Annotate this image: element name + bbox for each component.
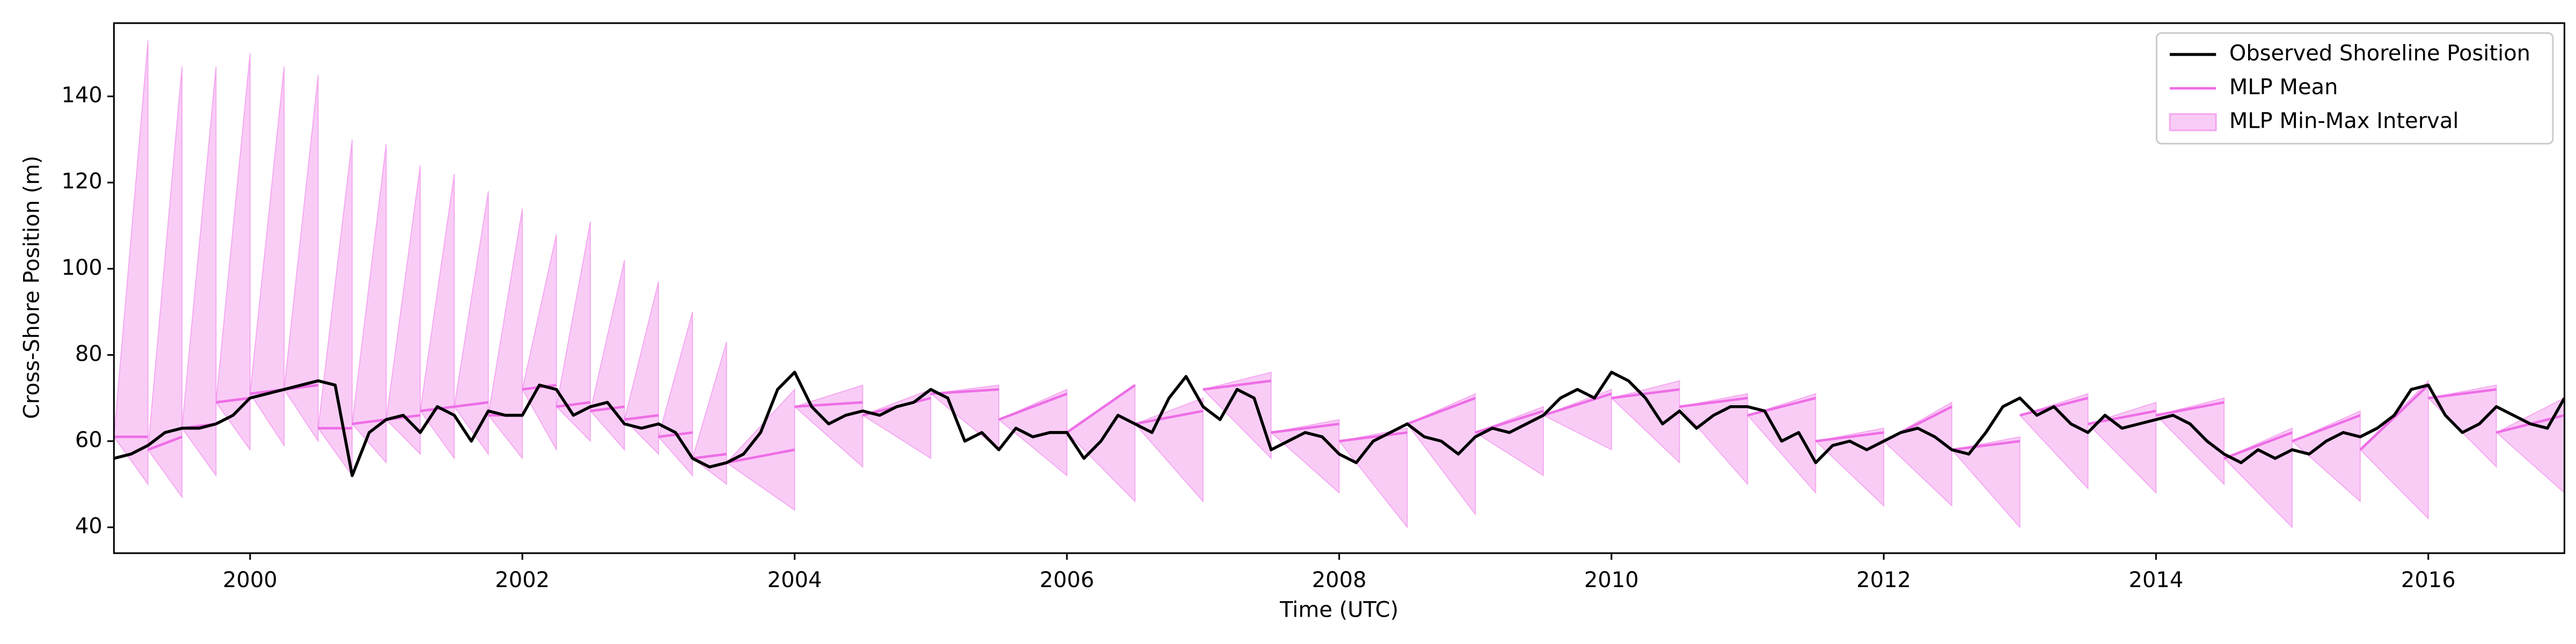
interval-band <box>522 234 557 452</box>
interval-band <box>147 66 183 499</box>
interval-band <box>1678 393 1748 486</box>
legend-swatch <box>2169 113 2217 131</box>
x-axis-label: Time (UTC) <box>1279 597 1399 622</box>
interval-band <box>1134 397 1204 503</box>
legend-box <box>2155 32 2554 145</box>
interval-band <box>1883 401 1952 507</box>
interval-band <box>861 389 932 459</box>
interval-band <box>2019 393 2089 490</box>
x-tick-label: 2004 <box>767 568 822 592</box>
x-tick-label: 2008 <box>1312 568 1366 592</box>
y-tick-label: 100 <box>61 255 102 280</box>
interval-band <box>1542 389 1612 451</box>
interval-band <box>555 221 591 443</box>
y-tick-label: 40 <box>75 514 103 539</box>
interval-band <box>1338 427 1408 529</box>
y-tick-label: 140 <box>61 83 102 108</box>
interval-band <box>181 66 217 478</box>
plot-area <box>114 40 2565 529</box>
interval-band <box>2155 397 2225 486</box>
interval-band <box>624 281 659 456</box>
interval-band <box>1406 393 1476 516</box>
interval-band <box>2495 397 2565 494</box>
x-tick-label: 2006 <box>1040 568 1094 592</box>
legend: Observed Shoreline Position MLP Mean MLP M… <box>2155 32 2554 145</box>
interval-band <box>1202 371 1272 460</box>
interval-band <box>1951 436 2021 529</box>
legend-label: MLP Mean <box>2229 75 2338 100</box>
y-tick-label: 80 <box>75 341 103 366</box>
x-tick-label: 2012 <box>1856 568 1911 592</box>
interval-band <box>726 388 795 511</box>
interval-band <box>590 260 625 451</box>
legend-label: Observed Shoreline Position <box>2229 41 2530 66</box>
interval-band <box>1610 380 1680 464</box>
axes: 40 60 80 100 120 140 2000 2002 2004 2006 2008 2010 2… <box>61 83 2455 592</box>
interval-band <box>317 139 353 478</box>
interval-band <box>215 53 251 451</box>
y-tick-label: 120 <box>61 169 102 194</box>
x-tick-label: 2002 <box>495 568 550 592</box>
interval-band <box>250 66 285 448</box>
legend-label: MLP Min-Max Interval <box>2229 109 2459 134</box>
x-tick-label: 2000 <box>223 568 277 592</box>
interval-band <box>420 173 455 460</box>
x-tick-label: 2016 <box>2401 568 2456 592</box>
interval-band <box>1746 393 1817 494</box>
interval-band <box>1814 427 1885 507</box>
interval-band <box>453 191 489 456</box>
interval-band <box>283 75 319 443</box>
interval-band <box>385 165 421 456</box>
y-tick-label: 60 <box>75 428 103 452</box>
interval-band <box>352 143 387 464</box>
observed-line <box>114 370 2565 477</box>
x-tick-label: 2010 <box>1584 568 1639 592</box>
interval-band <box>692 342 727 486</box>
interval-band <box>487 208 523 460</box>
y-axis-label: Cross-Shore Position (m) <box>20 156 45 419</box>
interval-band <box>114 40 149 486</box>
x-tick-label: 2014 <box>2129 568 2184 592</box>
